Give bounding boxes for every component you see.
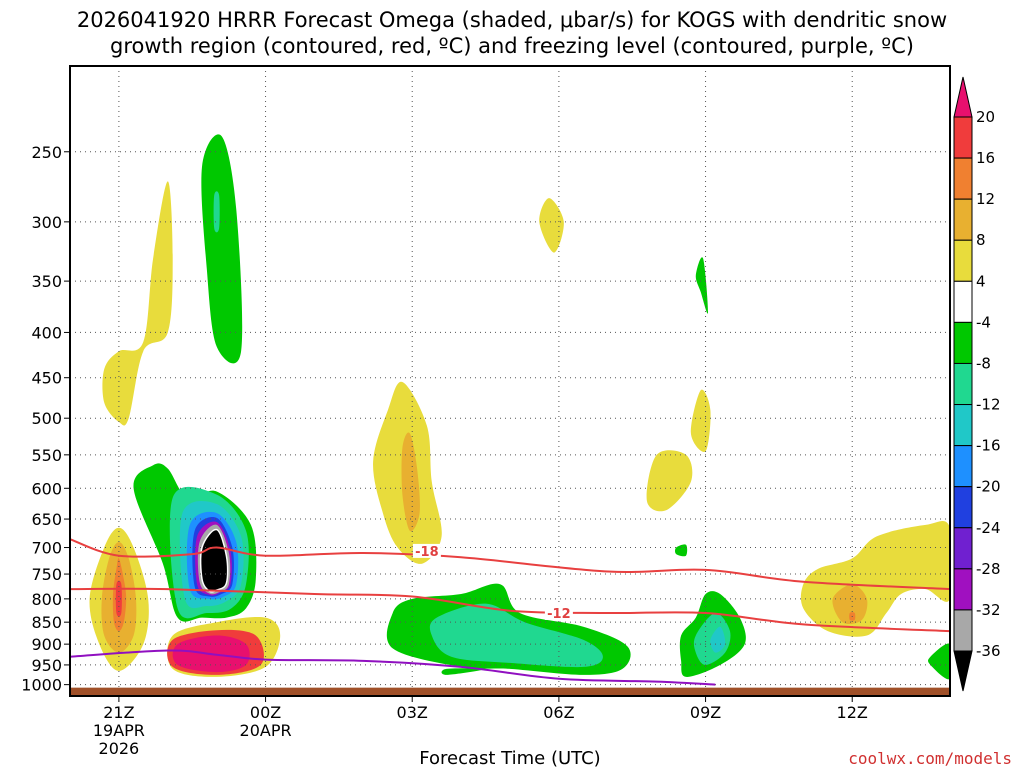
colorbar-band--8--4 xyxy=(953,321,973,364)
colorbar-label-12: 12 xyxy=(976,190,995,208)
x-tick-label-21Z: 21Z xyxy=(103,703,134,722)
y-tick-label-750: 750 xyxy=(31,565,62,584)
contour-label-bg-0 xyxy=(412,543,441,558)
colorbar-band--20--16 xyxy=(953,445,973,488)
omega-region-positive_4_8-4 xyxy=(102,181,173,426)
omega-region-positive_4_8-7 xyxy=(539,198,564,253)
y-tick-label-250: 250 xyxy=(31,143,62,162)
x-tick-label-03Z: 03Z xyxy=(397,703,428,722)
y-tick-label-650: 650 xyxy=(31,510,62,529)
credit-link[interactable]: coolwx.com/models xyxy=(848,749,1012,768)
colorbar-band-12-16 xyxy=(953,157,973,200)
omega-region-negative_8_12-28 xyxy=(429,603,603,668)
contour-label-bg-1 xyxy=(544,605,573,620)
ground-layer xyxy=(70,687,950,696)
omega-region-positive_8_12-11 xyxy=(832,584,868,625)
x-tick-label-12Z: 12Z xyxy=(837,703,868,722)
y-tick-label-950: 950 xyxy=(31,656,62,675)
omega-region-negative_12_16-33 xyxy=(710,626,726,653)
omega-region-positive_8_12-6 xyxy=(401,432,420,532)
y-tick-label-600: 600 xyxy=(31,479,62,498)
colorbar-label--28: -28 xyxy=(976,560,1001,578)
colorbar-label-4: 4 xyxy=(976,272,986,290)
colorbar-label--4: -4 xyxy=(976,313,991,331)
colorbar-band--12--8 xyxy=(953,362,973,406)
omega-shaded-regions xyxy=(89,134,950,680)
colorbar-under-triangle xyxy=(953,650,973,692)
y-tick-label-850: 850 xyxy=(31,613,62,632)
x-tick-label-09Z: 09Z xyxy=(690,703,721,722)
x-tick-label-00Z: 00Z xyxy=(250,703,281,722)
y-tick-label-800: 800 xyxy=(31,590,62,609)
x-tick-label-06Z: 06Z xyxy=(543,703,574,722)
colorbar-label-16: 16 xyxy=(976,149,995,167)
omega-region-negative_4_8-16 xyxy=(201,134,243,364)
colorbar-band--16--12 xyxy=(953,404,973,447)
colorbar-band--24--20 xyxy=(953,486,973,529)
omega-colorbar: 20 16 12 8 4 -4 -8 -12 -16 -20 -24 -28 -32 -36 xyxy=(953,76,1001,692)
omega-core-outline xyxy=(199,528,229,593)
y-tick-label-900: 900 xyxy=(31,635,62,654)
omega-region-negative_8_12-17 xyxy=(213,191,220,233)
colorbar-label--8: -8 xyxy=(976,354,991,372)
colorbar-band--28--24 xyxy=(953,527,973,570)
y-axis-ticks: 250 300 350 400 450 500 550 600 650 700 750 800 850 9… xyxy=(21,143,70,695)
colorbar-over-triangle xyxy=(953,76,973,118)
colorbar-band-8-12 xyxy=(953,198,973,241)
plot-border xyxy=(69,65,951,697)
y-tick-label-1000: 1000 xyxy=(21,676,62,695)
y-tick-label-500: 500 xyxy=(31,409,62,428)
ground-fill xyxy=(70,687,950,696)
colorbar-label--36: -36 xyxy=(976,642,1001,660)
colorbar-band-16-20 xyxy=(953,116,973,159)
x-tick-date-00Z: 20APR xyxy=(240,721,292,740)
freezing-level-contour xyxy=(70,649,716,686)
y-tick-label-300: 300 xyxy=(31,213,62,232)
omega-region-negative_4_8-30 xyxy=(695,257,709,314)
omega-region-under_-36-25 xyxy=(200,529,228,592)
colorbar-label--32: -32 xyxy=(976,601,1001,619)
omega-region-negative_4_8-26 xyxy=(441,668,486,675)
colorbar-label--16: -16 xyxy=(976,437,1001,455)
colorbar-band--36--32 xyxy=(953,609,973,652)
colorbar-label-20: 20 xyxy=(976,108,995,126)
colorbar-label--12: -12 xyxy=(976,396,1001,414)
y-tick-label-700: 700 xyxy=(31,539,62,558)
contour-label--18: -18 xyxy=(415,545,439,560)
y-tick-label-550: 550 xyxy=(31,446,62,465)
plot-frame xyxy=(69,65,951,697)
contour-label--12: -12 xyxy=(547,607,571,622)
x-axis-label: Forecast Time (UTC) xyxy=(419,748,600,768)
y-tick-label-450: 450 xyxy=(31,369,62,388)
omega-region-positive_4_8-8 xyxy=(646,450,693,512)
y-tick-label-350: 350 xyxy=(31,272,62,291)
y-tick-label-400: 400 xyxy=(31,323,62,342)
colorbar-label-8: 8 xyxy=(976,231,986,249)
dotted-grid xyxy=(70,66,950,696)
contour-lines: -18 -12 xyxy=(70,538,950,686)
chart-title-line-2: growth region (contoured, red, ºC) and f… xyxy=(110,34,914,58)
colorbar-label--24: -24 xyxy=(976,519,1001,537)
x-tick-year-21Z: 2026 xyxy=(99,739,140,758)
chart-title-line-1: 2026041920 HRRR Forecast Omega (shaded, … xyxy=(77,8,947,32)
omega-region-negative_4_8-29 xyxy=(675,544,688,557)
colorbar-band-4-8 xyxy=(953,239,973,282)
colorbar-band--4-4 xyxy=(953,280,973,323)
colorbar-band--32--28 xyxy=(953,568,973,611)
omega-region-negative_4_8-34 xyxy=(928,643,950,680)
dgz-minus12-contour xyxy=(70,587,950,633)
colorbar-label--20: -20 xyxy=(976,478,1001,496)
x-tick-date-21Z: 19APR xyxy=(93,721,145,740)
